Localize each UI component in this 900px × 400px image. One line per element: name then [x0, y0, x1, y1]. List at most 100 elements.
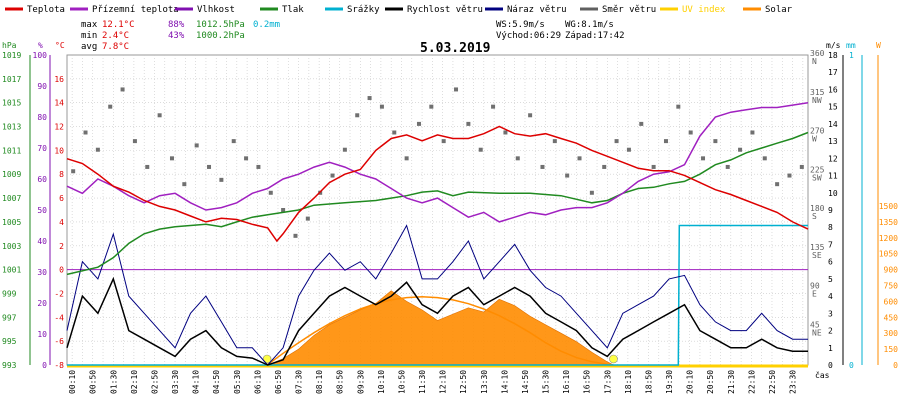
hpa-unit: hPa [2, 41, 17, 50]
w-tick-label: 450 [884, 313, 899, 322]
wind-direction-point [614, 139, 619, 144]
wind-direction-point [71, 169, 76, 174]
x-tick-label: 15:30 [542, 370, 551, 394]
wind-direction-point [293, 233, 298, 238]
wind-direction-point [651, 164, 656, 169]
ms-tick-label: 14 [828, 120, 838, 129]
x-tick-label: 04:50 [212, 370, 221, 394]
ms-tick-label: 9 [828, 206, 833, 215]
wind-direction-point [540, 164, 545, 169]
hpa-tick-label: 1007 [2, 194, 21, 203]
w-tick-label: 600 [884, 297, 899, 306]
hpa-tick-label: 1011 [2, 146, 21, 155]
sunset-marker [609, 354, 618, 364]
x-tick-label: 06:10 [253, 370, 262, 394]
w-tick-label: 1500 [879, 202, 898, 211]
wind-direction-point [552, 139, 557, 144]
wind-direction-point [787, 173, 792, 178]
chart-title: 5.03.2019 [420, 41, 490, 56]
temp-unit: °C [55, 41, 65, 50]
pct-tick-label: 80 [37, 113, 47, 122]
wind-direction-point [256, 164, 261, 169]
pct-tick-label: 30 [37, 268, 47, 277]
stat-max-rain: 0.2mm [253, 20, 280, 30]
wind-direction-point [577, 156, 582, 161]
ms-tick-label: 5 [828, 275, 833, 284]
wind-direction-point [342, 147, 347, 152]
ms-tick-label: 18 [828, 51, 838, 60]
x-tick-label: 00:50 [89, 370, 98, 394]
x-tick-label: 07:30 [295, 370, 304, 394]
hpa-tick-label: 1013 [2, 123, 21, 132]
x-tick-label: 11:30 [418, 370, 427, 394]
wind-direction-point [244, 156, 249, 161]
temp-tick-label: 6 [59, 194, 64, 203]
solar-area [267, 290, 614, 366]
ms-tick-label: 8 [828, 223, 833, 232]
w-tick-label: 0 [893, 361, 898, 370]
pressure-line [66, 131, 809, 276]
ms-tick-label: 1 [828, 344, 833, 353]
x-tick-label: 17:30 [603, 370, 612, 394]
temp-tick-label: -6 [54, 337, 64, 346]
sunrise-marker [262, 354, 272, 364]
x-tick-label: 06:50 [274, 370, 283, 394]
x-tick-label: 14:10 [500, 370, 509, 394]
legend-label-rychlost-vetru: Rychlost větru [407, 5, 483, 15]
solar-max-line [266, 296, 614, 366]
wind-direction-point [713, 139, 718, 144]
wind-direction-point [108, 104, 113, 109]
ground-temperature-line [66, 101, 809, 223]
pct-tick-label: 90 [37, 82, 47, 91]
temp-tick-label: 8 [59, 170, 64, 179]
hpa-tick-label: 997 [2, 313, 17, 322]
wind-direction-point [132, 139, 137, 144]
wind-direction-point [330, 173, 335, 178]
pct-tick-label: 20 [37, 299, 47, 308]
pct-tick-label: 70 [37, 144, 47, 153]
ms-tick-label: 6 [828, 258, 833, 267]
legend: Teplota Přízemní teplota Vlhkost Tlak Srážky… [5, 5, 793, 15]
w-unit: W [876, 41, 881, 50]
wind-direction-point [95, 147, 100, 152]
pct-tick-label: 100 [33, 51, 48, 60]
x-tick-label: 13:30 [480, 370, 489, 394]
sunset-info: Západ:17:42 [565, 31, 625, 41]
x-tick-label: 19:30 [665, 370, 674, 394]
x-tick-label: 22:10 [747, 370, 756, 394]
x-tick-label: 20:50 [706, 370, 715, 394]
x-axis-label: čas [815, 370, 830, 380]
temp-tick-label: 4 [59, 218, 64, 227]
x-tick-label: 08:50 [336, 370, 345, 394]
wind-direction-point [219, 177, 224, 182]
stat-max-temp: 12.1°C [102, 20, 135, 30]
temp-tick-label: 14 [54, 99, 64, 108]
ms-tick-label: 17 [828, 68, 838, 77]
hpa-tick-label: 1003 [2, 242, 21, 251]
temp-tick-label: -8 [54, 361, 64, 370]
x-tick-label: 09:30 [356, 370, 365, 394]
hpa-tick-label: 1009 [2, 170, 21, 179]
dir-tick-value: 90 [810, 282, 820, 291]
x-tick-label: 02:10 [130, 370, 139, 394]
dir-tick-value: 270 [810, 127, 825, 136]
wind-direction-point [454, 87, 459, 92]
dir-tick-value: 135 [810, 243, 825, 252]
hpa-tick-label: 999 [2, 289, 17, 298]
w-tick-label: 1350 [879, 218, 898, 227]
legend-label-smer-vetru: Směr větru [602, 5, 656, 15]
wind-direction-point [169, 156, 174, 161]
x-tick-label: 23:30 [789, 370, 798, 394]
x-tick-label: 10:50 [397, 370, 406, 394]
info-panel: max 12.1°C 88% 1012.5hPa 0.2mm min 2.4°C… [81, 20, 625, 56]
stat-min-hum: 43% [168, 31, 185, 41]
wind-direction-point [589, 190, 594, 195]
x-tick-label: 16:10 [562, 370, 571, 394]
w-tick-label: 900 [884, 266, 899, 275]
wind-direction-point [565, 173, 570, 178]
ms-tick-label: 11 [828, 172, 838, 181]
hpa-tick-label: 1005 [2, 218, 21, 227]
x-tick-label: 01:30 [109, 370, 118, 394]
ms-tick-label: 16 [828, 85, 838, 94]
